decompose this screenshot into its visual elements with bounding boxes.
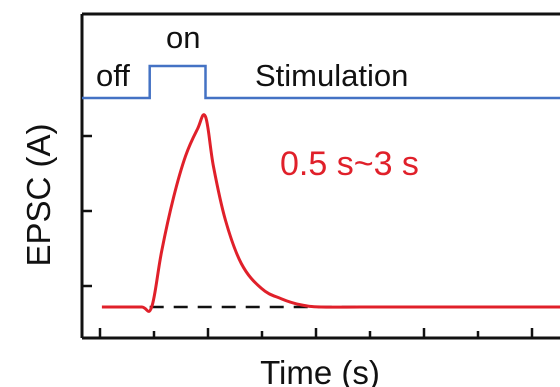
stimulus-off-label: off	[96, 58, 130, 93]
stimulus-on-label: on	[166, 20, 200, 55]
x-axis-ticks	[98, 328, 534, 338]
duration-annotation: 0.5 s~3 s	[280, 145, 419, 183]
y-axis-ticks	[82, 134, 92, 288]
epsc-response-curve	[101, 113, 560, 313]
y-axis-label: EPSC (A)	[20, 123, 57, 266]
x-axis-label: Time (s)	[260, 354, 380, 387]
stimulus-trace	[82, 64, 560, 100]
stimulus-name-label: Stimulation	[255, 58, 408, 93]
